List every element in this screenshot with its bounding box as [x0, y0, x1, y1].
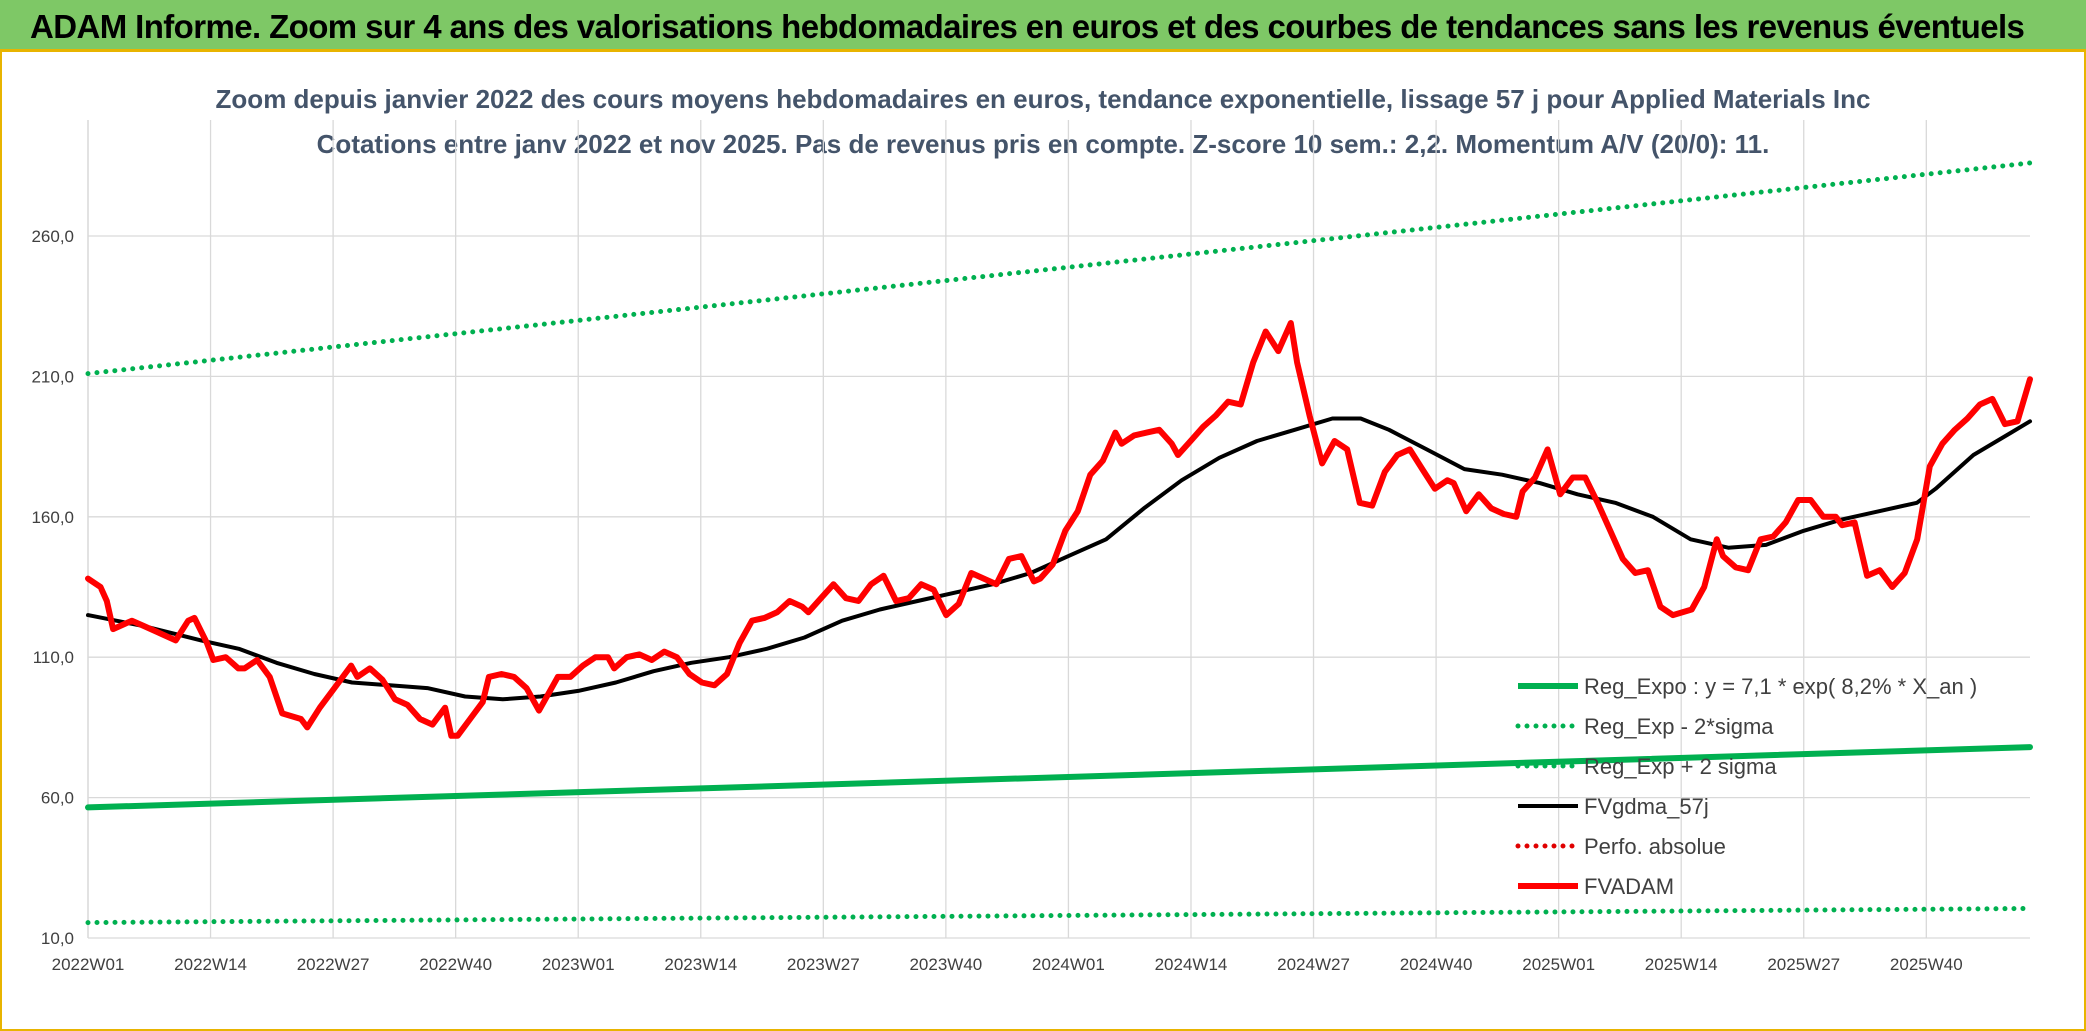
chart-series — [85, 160, 2033, 926]
legend-label: Perfo. absolue — [1584, 834, 1726, 859]
series-line-3 — [86, 416, 2032, 702]
y-tick-label: 260,0 — [31, 227, 74, 246]
series-line-5 — [85, 320, 2033, 739]
x-tick-label: 2023W14 — [664, 955, 737, 974]
chart-title: Zoom depuis janvier 2022 des cours moyen… — [216, 84, 1871, 114]
y-tick-label: 210,0 — [31, 367, 74, 386]
x-tick-label: 2022W01 — [52, 955, 125, 974]
series-line-0 — [85, 744, 2033, 811]
legend-label: Reg_Exp + 2 sigma — [1584, 754, 1777, 779]
x-tick-label: 2023W27 — [787, 955, 860, 974]
x-tick-label: 2025W01 — [1522, 955, 1595, 974]
x-tick-label: 2024W14 — [1155, 955, 1228, 974]
y-tick-label: 60,0 — [41, 789, 74, 808]
y-axis-ticks: 10,0 60,0 110,0 160,0 210,0 260,0 — [31, 227, 74, 948]
x-tick-label: 2023W40 — [909, 955, 982, 974]
x-tick-label: 2024W01 — [1032, 955, 1105, 974]
x-tick-label: 2022W40 — [419, 955, 492, 974]
x-tick-label: 2025W40 — [1890, 955, 1963, 974]
report-title: ADAM Informe. Zoom sur 4 ans des valoris… — [30, 8, 2025, 45]
chart-legend: Reg_Expo : y = 7,1 * exp( 8,2% * X_an ) R… — [1515, 674, 1977, 899]
x-axis-ticks: 2022W01 2022W14 2022W27 2022W40 2023W01 2023W… — [52, 955, 1963, 974]
x-tick-label: 2025W14 — [1645, 955, 1718, 974]
series-line-2 — [85, 160, 2033, 377]
report-banner: ADAM Informe. Zoom sur 4 ans des valoris… — [0, 0, 2086, 52]
x-tick-label: 2022W27 — [297, 955, 370, 974]
legend-label: FVgdma_57j — [1584, 794, 1709, 819]
chart-frame — [0, 52, 2086, 1031]
series-line-1 — [85, 906, 2033, 926]
legend-label: FVADAM — [1584, 874, 1674, 899]
y-tick-label: 160,0 — [31, 508, 74, 527]
chart-grid — [87, 120, 2030, 939]
x-tick-label: 2025W27 — [1767, 955, 1840, 974]
x-tick-label: 2024W40 — [1400, 955, 1473, 974]
y-tick-label: 10,0 — [41, 929, 74, 948]
x-tick-label: 2022W14 — [174, 955, 247, 974]
x-tick-label: 2024W27 — [1277, 955, 1350, 974]
x-tick-label: 2023W01 — [542, 955, 615, 974]
legend-label: Reg_Exp - 2*sigma — [1584, 714, 1774, 739]
y-tick-label: 110,0 — [33, 648, 74, 667]
legend-label: Reg_Expo : y = 7,1 * exp( 8,2% * X_an ) — [1584, 674, 1977, 699]
chart-subtitle: Cotations entre janv 2022 et nov 2025. P… — [317, 129, 1770, 159]
